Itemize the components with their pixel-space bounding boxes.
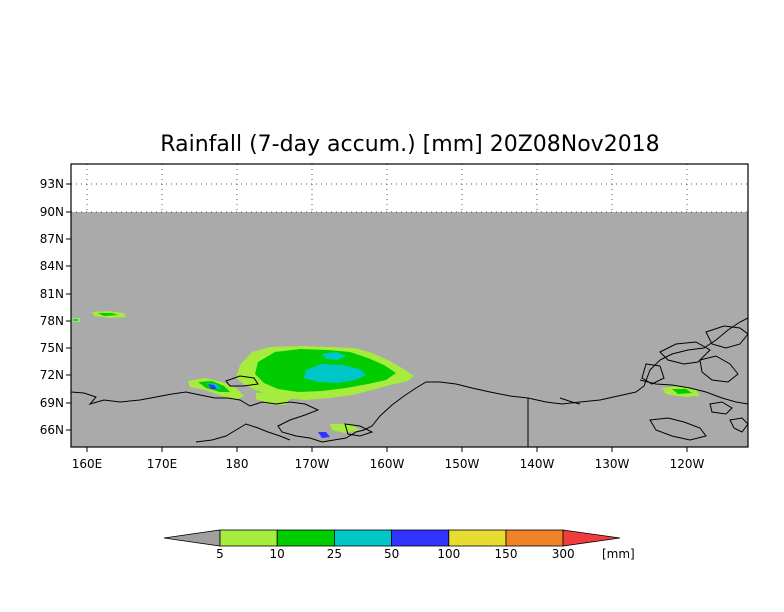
rain-50-100-spot [208, 384, 217, 389]
lat-tick-label: 69N [40, 396, 64, 410]
no-data-band [71, 164, 748, 212]
colorbar-right-arrow [562, 529, 621, 547]
lon-tick-label: 160W [370, 457, 405, 471]
lat-tick-label: 90N [40, 205, 64, 219]
lat-tick-label: 81N [40, 287, 64, 301]
lon-tick-label: 120W [670, 457, 705, 471]
rain-small-cell [672, 389, 692, 394]
lon-tick-label: 180 [226, 457, 249, 471]
lat-tick-label: 84N [40, 259, 64, 273]
colorbar-label: 50 [384, 547, 399, 561]
colorbar-left-arrow [163, 529, 221, 547]
rain-small-cell [98, 313, 118, 316]
rain-small-cell [330, 424, 360, 433]
land-field [71, 212, 748, 447]
rain-small-cell [73, 319, 78, 321]
rain-50-100-spot [318, 432, 330, 438]
lat-tick-label: 93N [40, 177, 64, 191]
map-frame [70, 163, 749, 448]
lon-tick-label: 160E [72, 457, 103, 471]
lon-tick-label: 170E [147, 457, 178, 471]
lon-tick-label: 130W [595, 457, 630, 471]
lat-tick-label: 78N [40, 314, 64, 328]
longitude-axis: 160E 170E 180 170W 160W 150W 140W 130W 120W [72, 447, 705, 471]
rain-25-50-core [304, 364, 366, 383]
lat-tick-label: 75N [40, 341, 64, 355]
gridlines [71, 164, 748, 213]
lat-tick-label: 72N [40, 368, 64, 382]
colorbar-label: 10 [270, 547, 285, 561]
colorbar-label: 100 [437, 547, 460, 561]
coastlines [70, 317, 749, 447]
lat-tick-label: 87N [40, 232, 64, 246]
colorbar-unit: [mm] [602, 547, 635, 561]
colorbar: 5 10 25 50 100 150 300 [mm] [163, 529, 635, 561]
colorbar-swatch [505, 529, 564, 547]
colorbar-label: 150 [495, 547, 518, 561]
rain-5-10-south [256, 392, 292, 405]
lon-tick-label: 170W [295, 457, 330, 471]
rain-25-50-north [322, 352, 346, 360]
lat-tick-label: 66N [40, 423, 64, 437]
latitude-axis: 93N 90N 87N 84N 81N 78N 75N 72N 69N 66N [40, 177, 71, 437]
map-title: Rainfall (7-day accum.) [mm] 20Z08Nov201… [160, 132, 659, 157]
colorbar-swatch [448, 529, 507, 547]
map-panel [70, 163, 749, 448]
rainfall-shading [71, 311, 700, 438]
colorbar-swatch [219, 529, 278, 547]
colorbar-swatch [276, 529, 335, 547]
lon-tick-label: 150W [445, 457, 480, 471]
colorbar-swatch [391, 529, 450, 547]
colorbar-label: 300 [552, 547, 575, 561]
colorbar-label: 5 [216, 547, 224, 561]
colorbar-label: 25 [327, 547, 342, 561]
lon-tick-label: 140W [520, 457, 555, 471]
colorbar-swatch [333, 529, 392, 547]
